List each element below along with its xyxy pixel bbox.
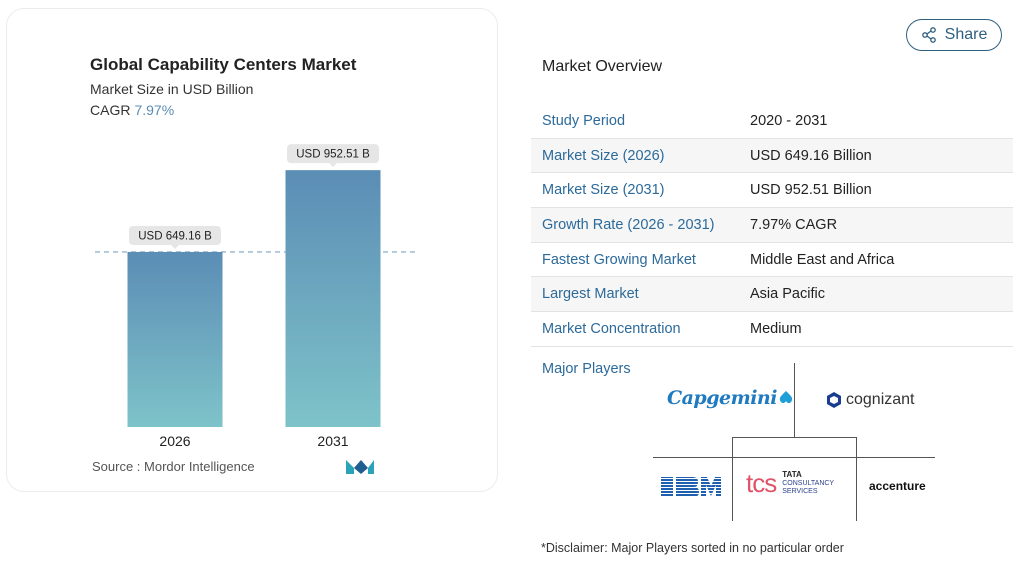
- data-label: USD 649.16 B: [138, 230, 212, 242]
- table-row: Market Concentration Medium: [531, 312, 1013, 347]
- capgemini-logo: Capgemini: [667, 387, 795, 409]
- disclaimer: *Disclaimer: Major Players sorted in no …: [541, 541, 844, 555]
- major-players-label: Major Players: [542, 361, 631, 377]
- row-value: Medium: [750, 320, 802, 337]
- tcs-mark: tcs: [746, 468, 777, 498]
- row-value: USD 649.16 Billion: [750, 147, 872, 164]
- share-button[interactable]: Share: [906, 19, 1002, 51]
- grid-divider: [856, 437, 857, 521]
- cognizant-logo: cognizant: [825, 391, 915, 409]
- bar-2026: [127, 251, 223, 427]
- grid-divider: [794, 363, 795, 437]
- chart-title: Global Capability Centers Market: [90, 55, 357, 74]
- row-label: Market Concentration: [542, 320, 681, 337]
- chart-subtitle: Market Size in USD Billion: [90, 81, 254, 97]
- row-value: Middle East and Africa: [750, 251, 895, 268]
- bar-chart: USD 649.16 B 2026 USD 952.51 B 2031: [95, 144, 415, 449]
- row-label: Largest Market: [542, 286, 639, 303]
- market-overview-heading: Market Overview: [542, 58, 663, 75]
- row-label: Growth Rate (2026 - 2031): [542, 216, 715, 233]
- row-value: 2020 - 2031: [750, 112, 828, 129]
- data-label-pointer: [171, 244, 179, 249]
- cognizant-mark-icon: [827, 392, 841, 408]
- market-overview-table: Study Period 2020 - 2031 Market Size (20…: [531, 104, 1013, 347]
- tcs-logo: tcs TATA CONSULTANCY SERVICES: [746, 468, 834, 499]
- accenture-wordmark: accenture: [869, 479, 926, 493]
- share-label: Share: [944, 26, 988, 43]
- tcs-line2: CONSULTANCY: [782, 480, 835, 487]
- chart-source: Source : Mordor Intelligence: [92, 459, 255, 474]
- capgemini-wordmark: Capgemini: [667, 387, 777, 409]
- cognizant-wordmark: cognizant: [846, 391, 915, 408]
- row-label: Market Size (2026): [542, 147, 665, 164]
- row-label: Fastest Growing Market: [542, 251, 696, 268]
- row-value: 7.97% CAGR: [750, 216, 838, 233]
- accenture-logo: accenture: [869, 479, 926, 493]
- table-row: Growth Rate (2026 - 2031) 7.97% CAGR: [531, 208, 1013, 243]
- spade-icon: [779, 391, 793, 404]
- x-tick-label: 2026: [159, 433, 190, 449]
- data-label: USD 952.51 B: [296, 149, 370, 161]
- cagr-value: 7.97%: [134, 102, 175, 118]
- ibm-logo: [661, 476, 721, 498]
- data-label-bg: [287, 144, 379, 164]
- table-row: Market Size (2031) USD 952.51 Billion: [531, 173, 1013, 209]
- grid-divider: [732, 437, 856, 438]
- grid-divider: [653, 457, 935, 458]
- ibm-striped-mark: [661, 477, 721, 497]
- row-label: Study Period: [542, 112, 626, 129]
- table-row: Fastest Growing Market Middle East and A…: [531, 243, 1013, 278]
- chart-cagr: CAGR 7.97%: [90, 102, 174, 118]
- grid-divider: [732, 437, 733, 521]
- tcs-line1: TATA: [782, 470, 802, 479]
- cagr-label: CAGR: [90, 102, 131, 118]
- x-tick-label: 2031: [317, 433, 348, 449]
- row-value: USD 952.51 Billion: [750, 182, 872, 199]
- bar-2031: [285, 170, 381, 427]
- row-label: Market Size (2031): [542, 182, 665, 199]
- share-icon: [921, 27, 936, 43]
- major-players-logos: Capgemini cognizant tcs TATA CONSULTANC: [653, 363, 935, 521]
- mordor-intelligence-logo: [346, 460, 374, 474]
- data-label-pointer: [329, 163, 337, 168]
- chart-card: [6, 8, 498, 492]
- table-row: Market Size (2026) USD 649.16 Billion: [531, 138, 1013, 174]
- table-row: Largest Market Asia Pacific: [531, 277, 1013, 313]
- data-label-bg: [129, 225, 221, 245]
- table-row: Study Period 2020 - 2031: [531, 104, 1013, 139]
- tcs-line3: SERVICES: [782, 488, 818, 495]
- row-value: Asia Pacific: [750, 286, 825, 303]
- tcs-wordmark: TATA CONSULTANCY SERVICES: [782, 471, 834, 496]
